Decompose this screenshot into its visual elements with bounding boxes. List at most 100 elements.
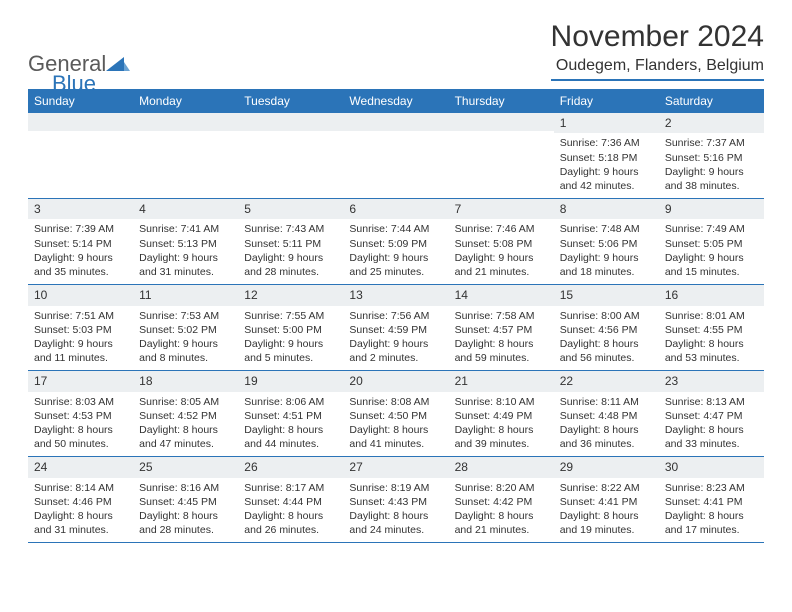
day-detail-line: Sunrise: 7:44 AM [349, 222, 442, 236]
day-number: 17 [28, 371, 133, 391]
day-number-empty [343, 113, 448, 131]
day-number-empty [449, 113, 554, 131]
day-detail-line: and 8 minutes. [139, 351, 232, 365]
day-number: 27 [343, 457, 448, 477]
day-detail-line: Sunset: 5:05 PM [665, 237, 758, 251]
day-details: Sunrise: 7:49 AMSunset: 5:05 PMDaylight:… [659, 219, 764, 284]
calendar-day-cell: 24Sunrise: 8:14 AMSunset: 4:46 PMDayligh… [28, 457, 133, 543]
day-detail-line: and 2 minutes. [349, 351, 442, 365]
day-detail-line: Sunset: 4:41 PM [665, 495, 758, 509]
day-detail-line: Daylight: 8 hours [560, 509, 653, 523]
calendar-table: SundayMondayTuesdayWednesdayThursdayFrid… [28, 89, 764, 543]
day-detail-line: Daylight: 9 hours [244, 251, 337, 265]
day-details: Sunrise: 7:37 AMSunset: 5:16 PMDaylight:… [659, 133, 764, 198]
day-detail-line: and 18 minutes. [560, 265, 653, 279]
day-number: 28 [449, 457, 554, 477]
day-detail-line: Daylight: 8 hours [139, 509, 232, 523]
day-detail-line: Sunrise: 7:56 AM [349, 309, 442, 323]
day-details: Sunrise: 7:44 AMSunset: 5:09 PMDaylight:… [343, 219, 448, 284]
weekday-header: Tuesday [238, 89, 343, 113]
day-number: 24 [28, 457, 133, 477]
day-detail-line: Sunrise: 7:41 AM [139, 222, 232, 236]
day-detail-line: Daylight: 8 hours [244, 509, 337, 523]
day-number: 9 [659, 199, 764, 219]
calendar-day-cell: 10Sunrise: 7:51 AMSunset: 5:03 PMDayligh… [28, 285, 133, 371]
calendar-day-cell: 11Sunrise: 7:53 AMSunset: 5:02 PMDayligh… [133, 285, 238, 371]
day-details: Sunrise: 7:58 AMSunset: 4:57 PMDaylight:… [449, 306, 554, 371]
day-details: Sunrise: 8:10 AMSunset: 4:49 PMDaylight:… [449, 392, 554, 457]
day-detail-line: Daylight: 9 hours [34, 251, 127, 265]
day-number: 21 [449, 371, 554, 391]
calendar-day-cell: 15Sunrise: 8:00 AMSunset: 4:56 PMDayligh… [554, 285, 659, 371]
calendar-day-cell: 1Sunrise: 7:36 AMSunset: 5:18 PMDaylight… [554, 113, 659, 199]
day-detail-line: and 42 minutes. [560, 179, 653, 193]
day-details: Sunrise: 8:05 AMSunset: 4:52 PMDaylight:… [133, 392, 238, 457]
day-details: Sunrise: 8:19 AMSunset: 4:43 PMDaylight:… [343, 478, 448, 543]
day-detail-line: and 28 minutes. [139, 523, 232, 537]
calendar-day-cell: 3Sunrise: 7:39 AMSunset: 5:14 PMDaylight… [28, 199, 133, 285]
day-detail-line: Sunrise: 8:01 AM [665, 309, 758, 323]
day-details: Sunrise: 7:48 AMSunset: 5:06 PMDaylight:… [554, 219, 659, 284]
day-number: 20 [343, 371, 448, 391]
calendar-day-cell: 4Sunrise: 7:41 AMSunset: 5:13 PMDaylight… [133, 199, 238, 285]
calendar-empty-cell [449, 113, 554, 199]
calendar-week-row: 17Sunrise: 8:03 AMSunset: 4:53 PMDayligh… [28, 371, 764, 457]
calendar-day-cell: 6Sunrise: 7:44 AMSunset: 5:09 PMDaylight… [343, 199, 448, 285]
day-details-empty [238, 131, 343, 179]
day-detail-line: and 44 minutes. [244, 437, 337, 451]
day-detail-line: and 39 minutes. [455, 437, 548, 451]
day-detail-line: Sunset: 4:56 PM [560, 323, 653, 337]
day-number: 25 [133, 457, 238, 477]
day-detail-line: Daylight: 8 hours [139, 423, 232, 437]
day-details-empty [343, 131, 448, 179]
day-detail-line: Daylight: 8 hours [455, 423, 548, 437]
day-detail-line: and 26 minutes. [244, 523, 337, 537]
day-detail-line: Sunset: 4:59 PM [349, 323, 442, 337]
day-detail-line: Sunset: 5:11 PM [244, 237, 337, 251]
day-details: Sunrise: 7:51 AMSunset: 5:03 PMDaylight:… [28, 306, 133, 371]
day-detail-line: Sunrise: 7:46 AM [455, 222, 548, 236]
day-number: 14 [449, 285, 554, 305]
day-details: Sunrise: 8:01 AMSunset: 4:55 PMDaylight:… [659, 306, 764, 371]
day-detail-line: Sunset: 4:49 PM [455, 409, 548, 423]
brand-part2: Blue [52, 71, 96, 96]
day-detail-line: Sunrise: 8:22 AM [560, 481, 653, 495]
day-detail-line: Daylight: 8 hours [560, 423, 653, 437]
day-detail-line: Sunrise: 7:37 AM [665, 136, 758, 150]
day-detail-line: Daylight: 9 hours [560, 165, 653, 179]
day-details-empty [133, 131, 238, 179]
day-detail-line: and 15 minutes. [665, 265, 758, 279]
weekday-header: Saturday [659, 89, 764, 113]
day-details: Sunrise: 8:03 AMSunset: 4:53 PMDaylight:… [28, 392, 133, 457]
calendar-day-cell: 17Sunrise: 8:03 AMSunset: 4:53 PMDayligh… [28, 371, 133, 457]
day-detail-line: Sunrise: 7:53 AM [139, 309, 232, 323]
day-details: Sunrise: 8:17 AMSunset: 4:44 PMDaylight:… [238, 478, 343, 543]
day-detail-line: and 19 minutes. [560, 523, 653, 537]
day-detail-line: Daylight: 8 hours [665, 423, 758, 437]
day-detail-line: Sunrise: 8:03 AM [34, 395, 127, 409]
day-detail-line: Sunrise: 7:39 AM [34, 222, 127, 236]
day-number: 7 [449, 199, 554, 219]
day-detail-line: Sunset: 4:48 PM [560, 409, 653, 423]
day-number: 22 [554, 371, 659, 391]
day-number-empty [28, 113, 133, 131]
day-detail-line: Daylight: 9 hours [139, 251, 232, 265]
day-detail-line: Sunrise: 8:17 AM [244, 481, 337, 495]
day-detail-line: Daylight: 9 hours [349, 337, 442, 351]
calendar-week-row: 1Sunrise: 7:36 AMSunset: 5:18 PMDaylight… [28, 113, 764, 199]
weekday-header: Monday [133, 89, 238, 113]
calendar-empty-cell [238, 113, 343, 199]
calendar-day-cell: 13Sunrise: 7:56 AMSunset: 4:59 PMDayligh… [343, 285, 448, 371]
location-text: Oudegem, Flanders, Belgium [551, 57, 764, 75]
day-number: 5 [238, 199, 343, 219]
day-detail-line: Sunset: 4:50 PM [349, 409, 442, 423]
calendar-day-cell: 2Sunrise: 7:37 AMSunset: 5:16 PMDaylight… [659, 113, 764, 199]
day-detail-line: and 31 minutes. [34, 523, 127, 537]
day-number: 26 [238, 457, 343, 477]
day-detail-line: Sunset: 4:57 PM [455, 323, 548, 337]
calendar-week-row: 10Sunrise: 7:51 AMSunset: 5:03 PMDayligh… [28, 285, 764, 371]
day-details-empty [28, 131, 133, 179]
day-detail-line: Sunrise: 7:36 AM [560, 136, 653, 150]
day-detail-line: Sunrise: 8:08 AM [349, 395, 442, 409]
day-detail-line: Sunrise: 8:23 AM [665, 481, 758, 495]
